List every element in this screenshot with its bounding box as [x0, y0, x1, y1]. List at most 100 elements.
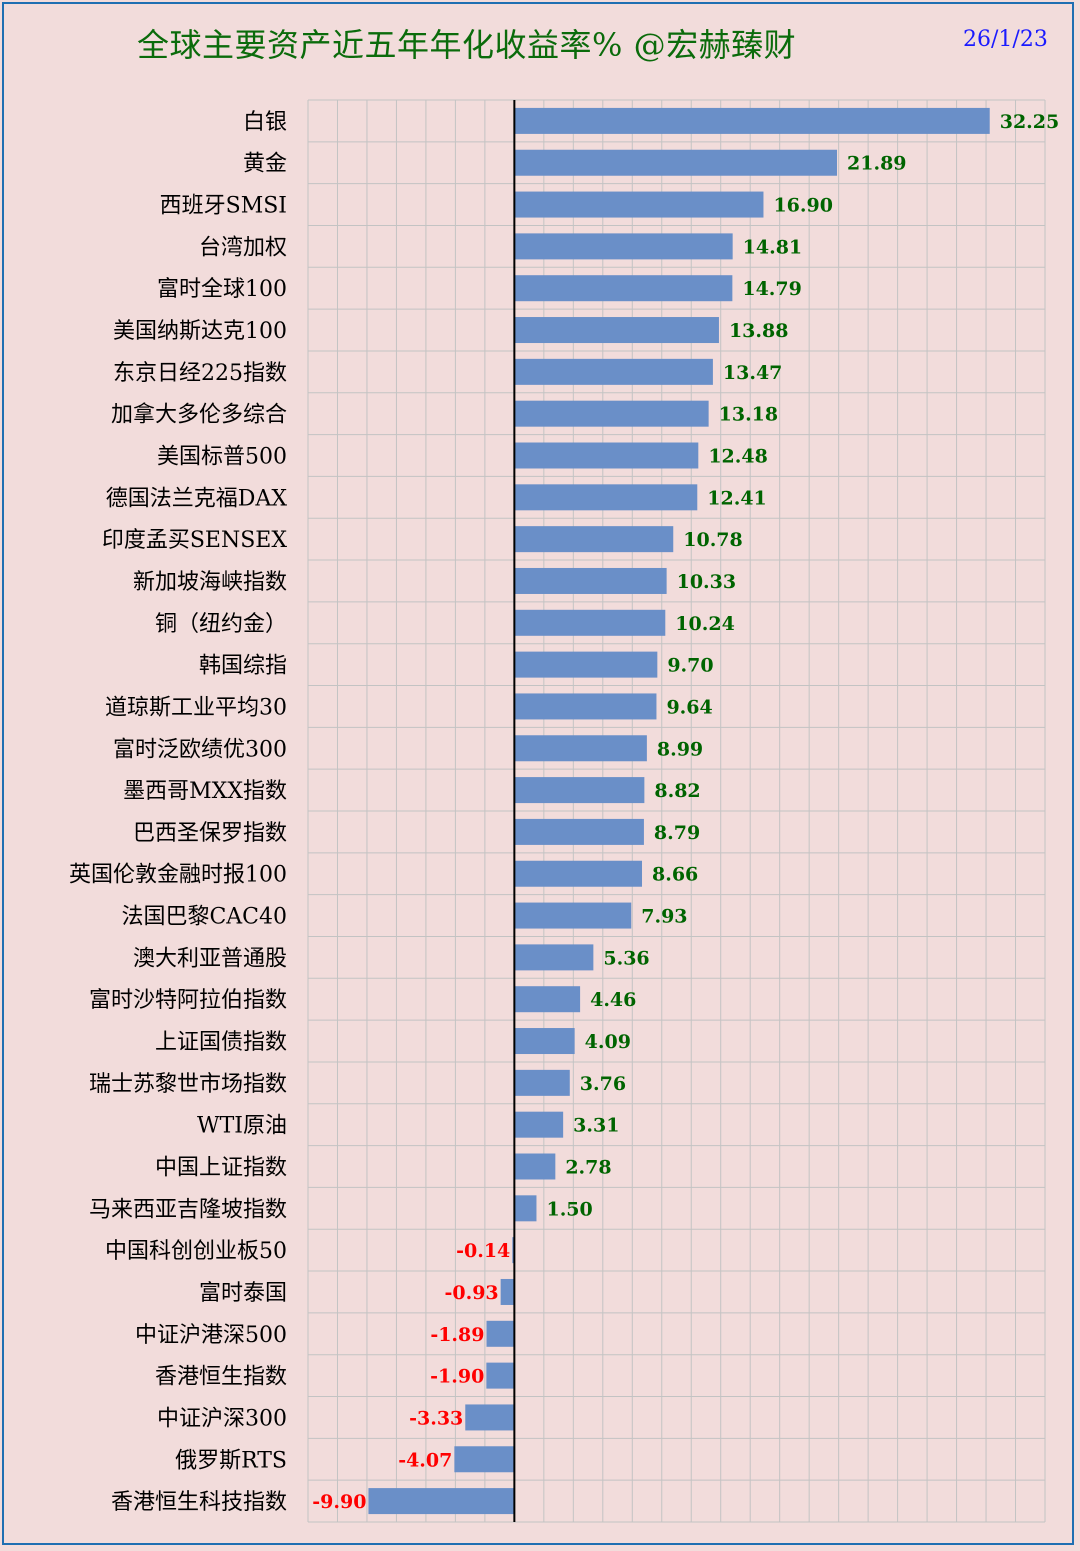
- bar: [486, 1320, 515, 1347]
- bar: [514, 1195, 537, 1222]
- bar: [465, 1404, 515, 1431]
- category-label: 澳大利亚普通股: [133, 946, 287, 971]
- category-label: 黄金: [243, 152, 287, 177]
- chart-title: 全球主要资产近五年年化收益率% @宏赫臻财: [137, 26, 797, 64]
- value-label: 7.93: [641, 906, 687, 928]
- value-label: -3.33: [409, 1407, 463, 1429]
- value-label: 3.76: [580, 1073, 626, 1095]
- category-label: 美国纳斯达克100: [113, 319, 287, 344]
- category-label: 西班牙SMSI: [160, 194, 287, 219]
- value-label: 14.79: [742, 278, 802, 300]
- value-label: 14.81: [743, 236, 803, 258]
- bar: [500, 1278, 515, 1305]
- value-label: 8.99: [657, 738, 703, 760]
- value-label: 13.47: [723, 362, 783, 384]
- category-label: 美国标普500: [157, 445, 287, 470]
- value-label: 13.18: [719, 404, 779, 426]
- value-label: 4.09: [585, 1031, 631, 1053]
- category-label: 台湾加权: [199, 235, 287, 260]
- bar: [514, 777, 645, 804]
- bar: [514, 986, 581, 1013]
- bar: [514, 818, 644, 845]
- value-label: 2.78: [565, 1157, 611, 1179]
- category-label: 瑞士苏黎世市场指数: [89, 1072, 287, 1097]
- category-label: 中证沪深300: [157, 1406, 287, 1431]
- category-label: 英国伦敦金融时报100: [69, 863, 287, 888]
- bar: [514, 358, 713, 385]
- category-label: 富时泛欧绩优300: [113, 737, 287, 762]
- bar: [514, 609, 666, 636]
- category-label: 印度孟买SENSEX: [102, 528, 288, 553]
- bar: [368, 1488, 515, 1515]
- category-label: 俄罗斯RTS: [175, 1448, 287, 1473]
- category-label: WTI原油: [197, 1114, 287, 1139]
- category-label: 中国上证指数: [155, 1156, 287, 1181]
- bar: [514, 107, 990, 134]
- value-label: -0.14: [456, 1240, 510, 1262]
- value-label: 5.36: [603, 947, 649, 969]
- bar: [514, 944, 594, 971]
- value-label: 9.64: [666, 696, 712, 718]
- category-label: 铜（纽约金）: [155, 612, 287, 637]
- value-label: 10.33: [677, 571, 737, 593]
- category-label: 德国法兰克福DAX: [106, 486, 288, 511]
- value-label: -1.89: [430, 1324, 484, 1346]
- bar: [514, 317, 719, 344]
- value-label: 32.25: [1000, 111, 1060, 133]
- bar: [514, 191, 764, 218]
- category-label: 墨西哥MXX指数: [123, 779, 287, 804]
- value-label: 8.82: [654, 780, 700, 802]
- bar: [514, 567, 667, 594]
- bar: [514, 484, 698, 511]
- value-label: 13.88: [729, 320, 789, 342]
- value-label: -9.90: [312, 1491, 366, 1513]
- chart-date: 26/1/23: [963, 27, 1048, 52]
- bar: [512, 1237, 515, 1264]
- category-label: 白银: [243, 110, 287, 135]
- value-label: 12.41: [707, 487, 767, 509]
- category-label: 富时沙特阿拉伯指数: [89, 988, 287, 1013]
- value-label: 21.89: [847, 153, 907, 175]
- bar: [514, 400, 709, 427]
- category-label: 新加坡海峡指数: [133, 570, 287, 595]
- bar: [514, 1153, 556, 1180]
- value-label: -4.07: [398, 1449, 452, 1471]
- bar: [514, 275, 733, 302]
- value-label: 10.78: [683, 529, 743, 551]
- value-label: 3.31: [573, 1115, 619, 1137]
- bar: [514, 1069, 570, 1096]
- category-label: 法国巴黎CAC40: [121, 905, 287, 930]
- category-label: 香港恒生科技指数: [111, 1490, 287, 1515]
- value-label: -1.90: [430, 1366, 484, 1388]
- value-label: 4.46: [590, 989, 636, 1011]
- category-label: 加拿大多伦多综合: [111, 402, 287, 428]
- bar: [514, 860, 643, 887]
- category-label: 巴西圣保罗指数: [133, 821, 287, 846]
- value-label: 8.79: [654, 822, 700, 844]
- category-label: 中国科创创业板50: [105, 1239, 287, 1264]
- bar: [514, 526, 674, 553]
- bar: [514, 1028, 575, 1055]
- value-label: 16.90: [773, 195, 833, 217]
- category-label: 韩国综指: [199, 654, 287, 679]
- bar: [486, 1362, 515, 1389]
- bar: [514, 149, 838, 176]
- bar: [514, 693, 657, 720]
- category-label: 道琼斯工业平均30: [105, 695, 287, 720]
- bar: [454, 1446, 515, 1473]
- bar: [514, 442, 699, 469]
- value-label: 1.50: [546, 1198, 592, 1220]
- category-label: 香港恒生指数: [155, 1365, 287, 1390]
- value-label: 9.70: [667, 655, 713, 677]
- category-label: 富时全球100: [157, 277, 287, 302]
- category-label: 上证国债指数: [155, 1030, 287, 1055]
- value-label: -0.93: [444, 1282, 498, 1304]
- value-label: 10.24: [675, 613, 735, 635]
- bar: [514, 735, 647, 762]
- bar: [514, 1111, 564, 1138]
- bar: [514, 902, 632, 929]
- category-label: 东京日经225指数: [113, 361, 287, 386]
- bar: [514, 651, 658, 678]
